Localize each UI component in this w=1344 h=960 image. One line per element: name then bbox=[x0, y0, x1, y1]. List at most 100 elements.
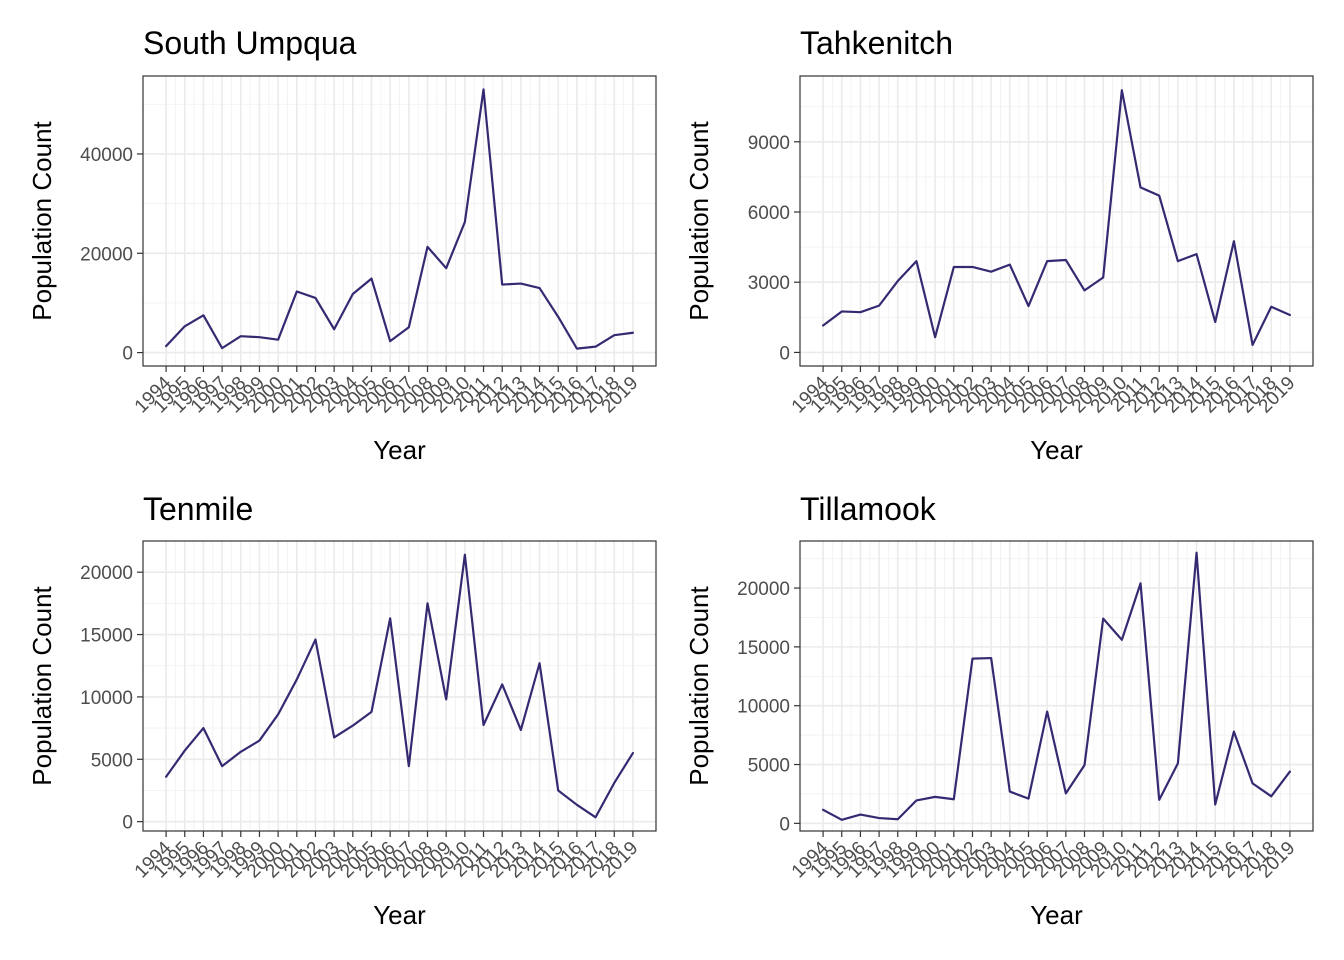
x-axis-title: Year bbox=[373, 435, 426, 465]
data-point bbox=[462, 552, 467, 557]
panel-title: South Umpqua bbox=[143, 25, 357, 61]
series-line bbox=[164, 553, 635, 819]
data-point bbox=[425, 601, 430, 606]
data-point bbox=[406, 325, 411, 330]
data-point bbox=[1194, 252, 1199, 257]
data-point bbox=[238, 334, 243, 339]
y-tick-label: 15000 bbox=[80, 626, 133, 647]
data-point bbox=[951, 264, 956, 269]
data-point bbox=[313, 637, 318, 642]
data-point bbox=[630, 751, 635, 756]
data-point bbox=[1269, 794, 1274, 799]
data-point bbox=[276, 712, 281, 717]
data-point bbox=[839, 309, 844, 314]
data-point bbox=[518, 727, 523, 732]
data-point bbox=[1175, 761, 1180, 766]
data-point bbox=[201, 726, 206, 731]
data-point bbox=[481, 87, 486, 92]
data-point bbox=[238, 749, 243, 754]
data-point bbox=[877, 816, 882, 821]
y-tick-label: 9000 bbox=[748, 133, 790, 154]
data-point bbox=[1101, 275, 1106, 280]
chart-panel-1: 0200004000019941995199619971998199920002… bbox=[27, 25, 657, 465]
data-point bbox=[276, 337, 281, 342]
data-point bbox=[1119, 88, 1124, 93]
data-point bbox=[201, 313, 206, 318]
panel-border bbox=[142, 540, 657, 832]
chart-panel-2: 0300060009000199419951996199719981999200… bbox=[684, 25, 1314, 465]
data-point bbox=[220, 346, 225, 351]
data-point bbox=[332, 735, 337, 740]
y-tick-label: 40000 bbox=[80, 145, 133, 166]
data-point bbox=[369, 276, 374, 281]
panel-border bbox=[142, 75, 657, 367]
data-point bbox=[1045, 709, 1050, 714]
data-point bbox=[313, 295, 318, 300]
x-axis-title: Year bbox=[1030, 900, 1083, 930]
y-tick-label: 3000 bbox=[748, 273, 790, 294]
x-axis-title: Year bbox=[1030, 435, 1083, 465]
data-point bbox=[369, 709, 374, 714]
data-point bbox=[257, 335, 262, 340]
data-point bbox=[462, 219, 467, 224]
chart-panel-3: 0500010000150002000019941995199619971998… bbox=[27, 491, 657, 930]
data-point bbox=[444, 266, 449, 271]
data-point bbox=[350, 291, 355, 296]
y-tick-label: 0 bbox=[122, 344, 133, 365]
data-point bbox=[821, 323, 826, 328]
data-point bbox=[350, 723, 355, 728]
data-point bbox=[593, 815, 598, 820]
data-point bbox=[933, 794, 938, 799]
data-point bbox=[895, 279, 900, 284]
data-point bbox=[858, 310, 863, 315]
data-point bbox=[821, 807, 826, 812]
data-point bbox=[1250, 342, 1255, 347]
series-line bbox=[164, 88, 635, 350]
data-point bbox=[593, 344, 598, 349]
data-point bbox=[182, 748, 187, 753]
panel-border bbox=[799, 75, 1314, 367]
panel-title: Tillamook bbox=[800, 491, 937, 527]
data-point bbox=[220, 764, 225, 769]
series-line bbox=[821, 89, 1292, 347]
data-point bbox=[895, 817, 900, 822]
y-tick-label: 5000 bbox=[91, 750, 133, 771]
data-point bbox=[989, 269, 994, 274]
y-tick-label: 15000 bbox=[737, 638, 790, 659]
data-point bbox=[481, 722, 486, 727]
data-point bbox=[332, 327, 337, 332]
data-point bbox=[914, 259, 919, 264]
data-point bbox=[1101, 616, 1106, 621]
y-tick-label: 20000 bbox=[80, 244, 133, 265]
data-point bbox=[1287, 312, 1292, 317]
x-axis-title: Year bbox=[373, 900, 426, 930]
chart-panel-4: 0500010000150002000019941995199619971998… bbox=[684, 491, 1314, 930]
y-tick-label: 5000 bbox=[748, 756, 790, 777]
data-point bbox=[612, 333, 617, 338]
data-point bbox=[1194, 550, 1199, 555]
data-point bbox=[164, 774, 169, 779]
data-point bbox=[914, 798, 919, 803]
data-point bbox=[406, 764, 411, 769]
data-point bbox=[951, 797, 956, 802]
data-point bbox=[1063, 791, 1068, 796]
y-tick-label: 10000 bbox=[80, 688, 133, 709]
data-point bbox=[1287, 769, 1292, 774]
y-tick-label: 0 bbox=[122, 813, 133, 834]
y-tick-label: 10000 bbox=[737, 697, 790, 718]
y-tick-label: 6000 bbox=[748, 203, 790, 224]
data-point bbox=[388, 616, 393, 621]
series-line bbox=[821, 551, 1292, 821]
data-point bbox=[1231, 729, 1236, 734]
y-axis-title: Population Count bbox=[27, 120, 57, 320]
data-point bbox=[1007, 262, 1012, 267]
data-point bbox=[630, 330, 635, 335]
data-point bbox=[1119, 637, 1124, 642]
y-tick-label: 20000 bbox=[80, 563, 133, 584]
data-point bbox=[1026, 796, 1031, 801]
data-point bbox=[294, 289, 299, 294]
data-point bbox=[839, 817, 844, 822]
data-point bbox=[574, 802, 579, 807]
data-point bbox=[1045, 259, 1050, 264]
